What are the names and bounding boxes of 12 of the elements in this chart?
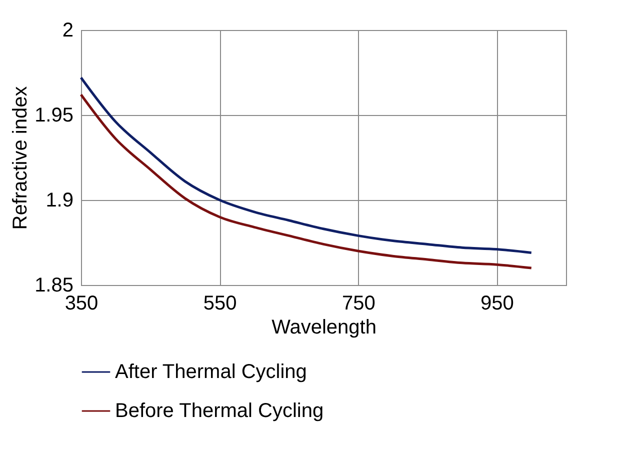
line-series xyxy=(80,93,533,270)
x-tick-label: 750 xyxy=(342,292,376,314)
x-tick-label: 550 xyxy=(203,292,237,314)
line-series xyxy=(80,76,533,254)
y-tick-label: 1.9 xyxy=(46,190,74,212)
y-tick-label: 1.95 xyxy=(34,104,74,126)
legend-label: After Thermal Cycling xyxy=(115,361,307,383)
legend-label: Before Thermal Cycling xyxy=(115,400,324,422)
y-axis-title: Refractive index xyxy=(10,86,32,230)
y-tick-label: 2 xyxy=(62,20,74,42)
x-tick-label: 950 xyxy=(480,292,514,314)
x-axis-title: Wavelength xyxy=(272,316,376,338)
